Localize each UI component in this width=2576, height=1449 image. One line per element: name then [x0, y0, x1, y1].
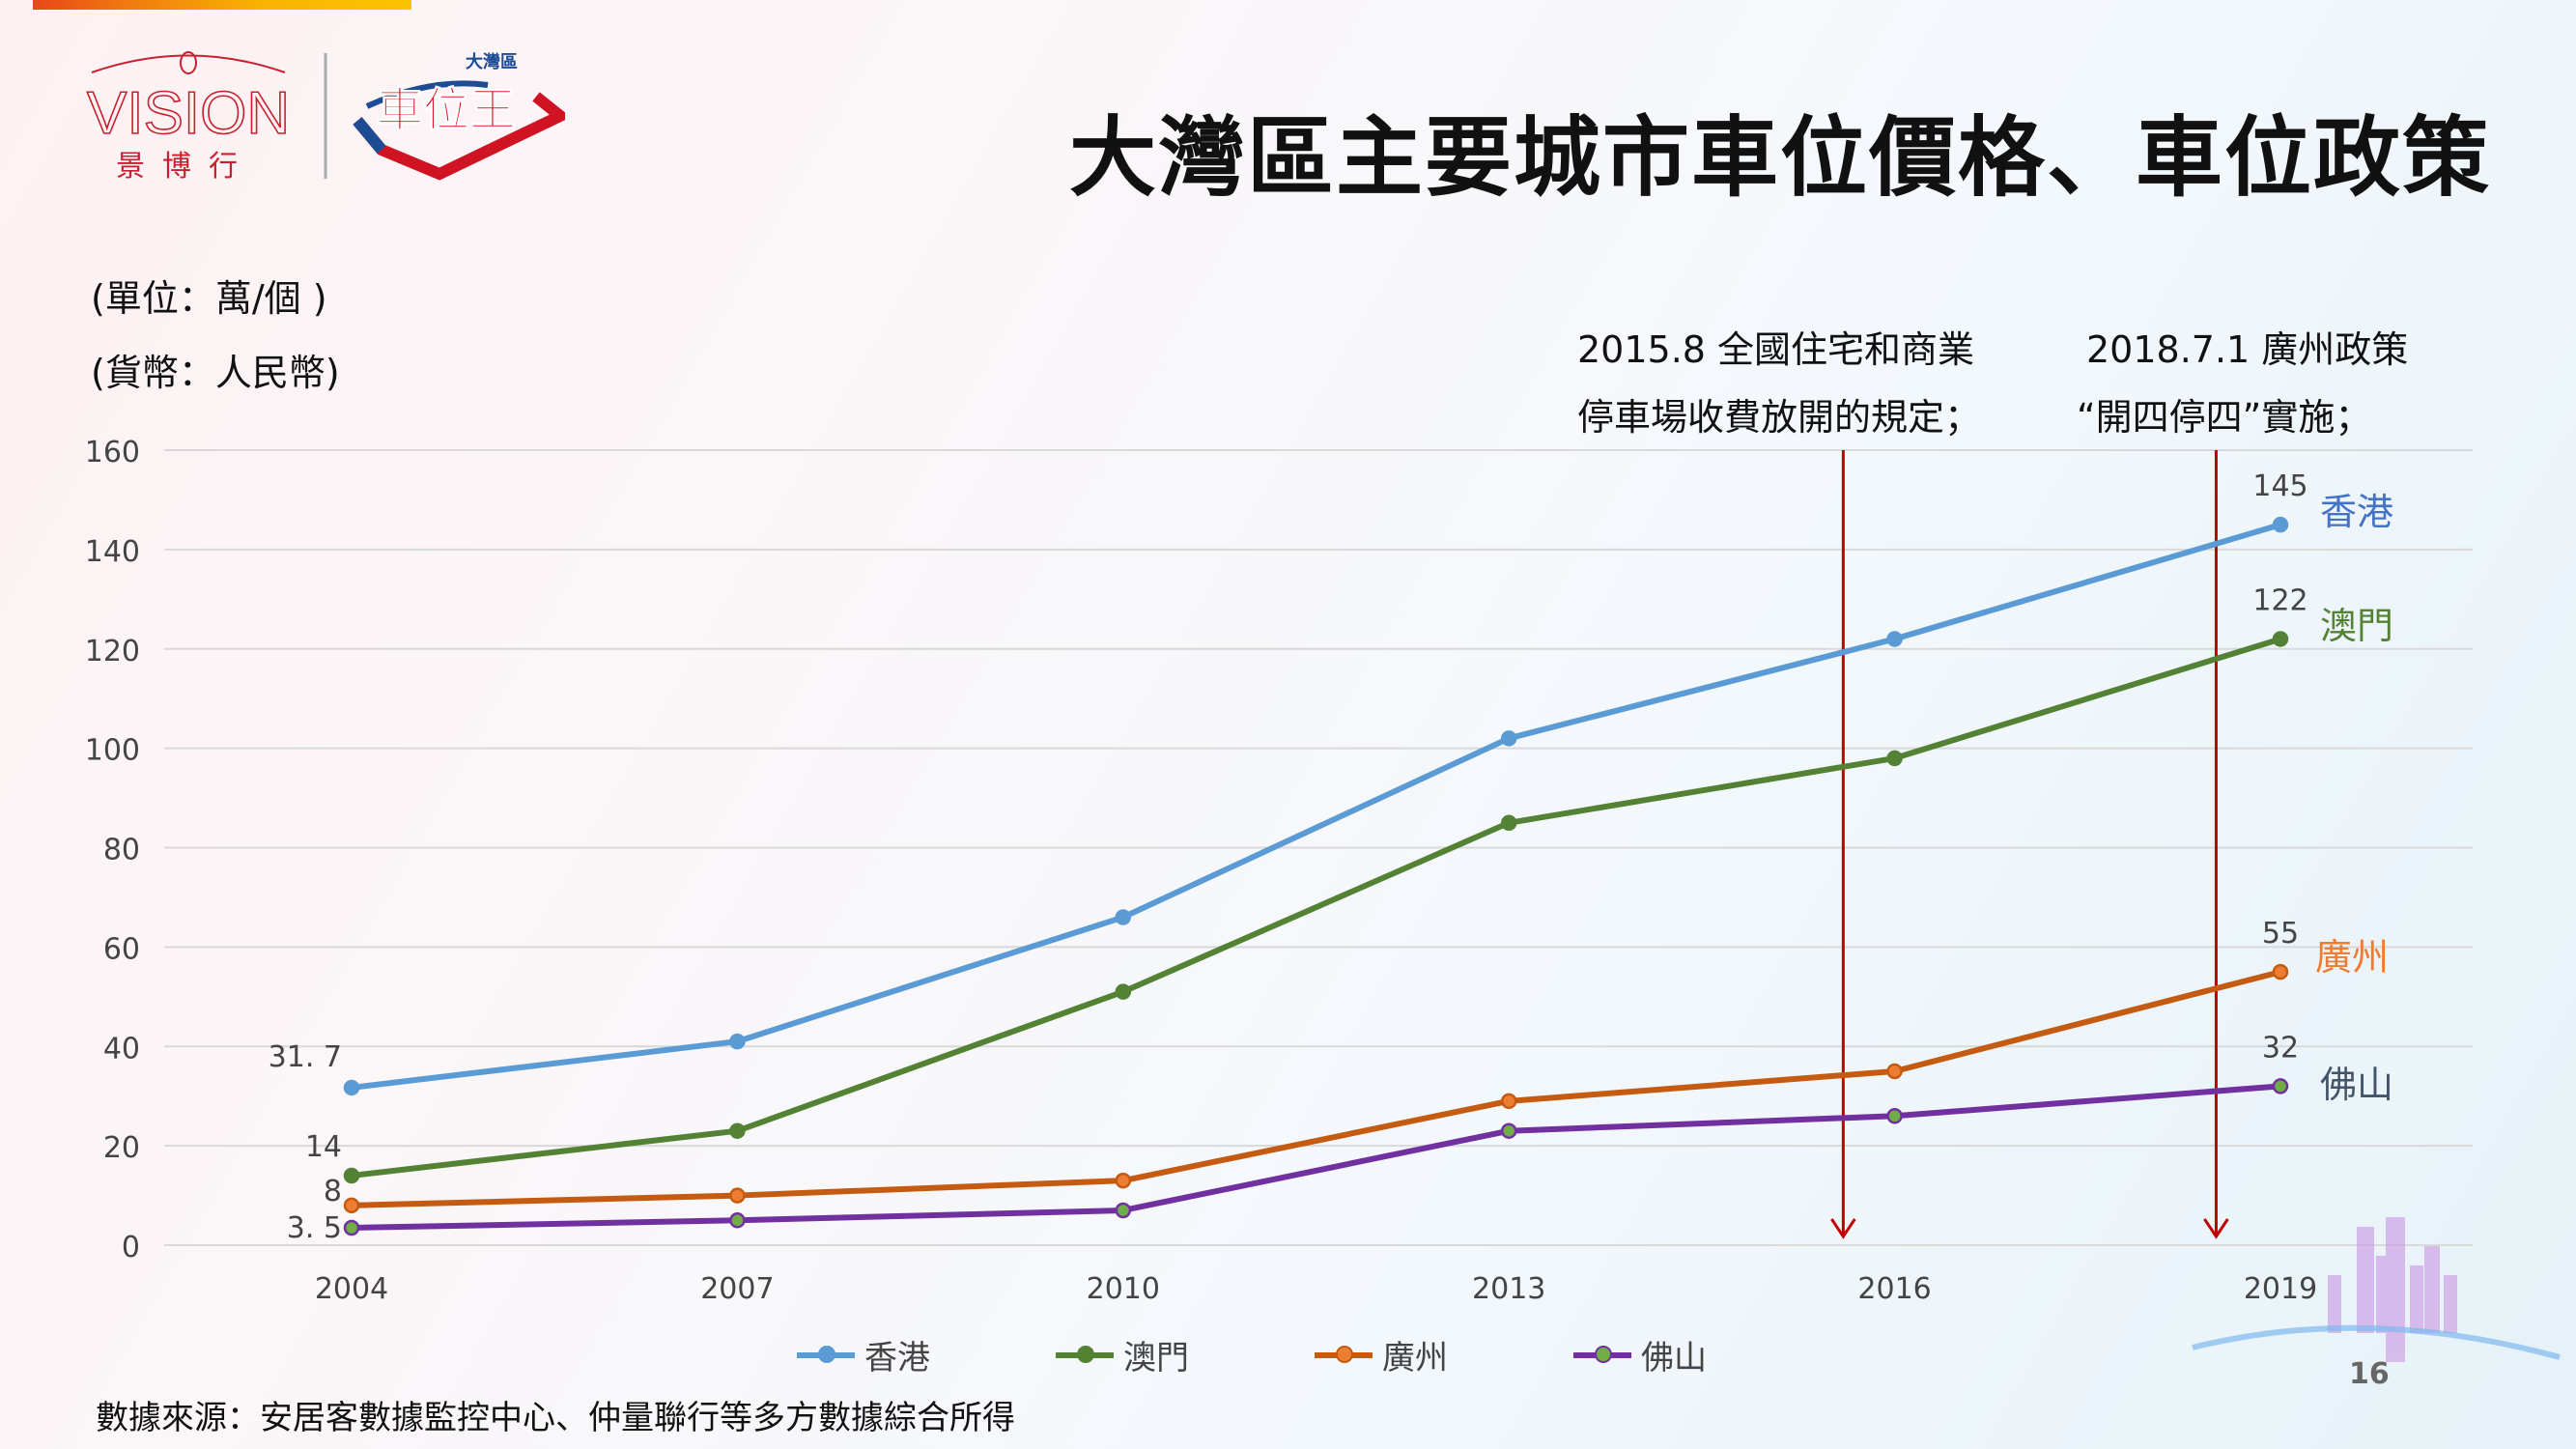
- data-point: [1500, 1122, 1517, 1139]
- data-point: [1886, 1063, 1903, 1080]
- y-tick-label: 20: [103, 1131, 140, 1165]
- legend-label: 廣州: [1382, 1339, 1448, 1378]
- data-point: [343, 1197, 360, 1214]
- y-tick-label: 100: [85, 734, 140, 768]
- x-tick-label: 2004: [315, 1272, 388, 1306]
- series-line-澳門: [351, 636, 2281, 1179]
- building: [2424, 1246, 2440, 1333]
- building: [2357, 1227, 2374, 1333]
- annotation-2018: 2018.7.1 廣州政策 “開四停四”實施；: [2077, 316, 2408, 451]
- data-label: 145: [2252, 469, 2307, 503]
- data-label: 31. 7: [269, 1040, 342, 1074]
- svg-text:大灣區: 大灣區: [466, 51, 518, 72]
- chart-legend: 香港 澳門 廣州 佛山: [797, 1331, 1707, 1378]
- svg-text:車位王: 車位王: [377, 83, 516, 137]
- data-point: [729, 1122, 746, 1139]
- annotation-line: 停車場收費放開的規定；: [1577, 396, 1982, 439]
- x-tick-label: 2007: [700, 1272, 774, 1306]
- series-line-廣州: [351, 969, 2281, 1208]
- legend-item: 廣州: [1315, 1331, 1448, 1378]
- x-tick-label: 2016: [1857, 1272, 1931, 1306]
- legend-item: 佛山: [1573, 1331, 1707, 1378]
- series-line-香港: [351, 522, 2281, 1091]
- annotation-line: 2018.7.1 廣州政策: [2086, 328, 2409, 371]
- data-label: 3. 5: [287, 1211, 342, 1245]
- skyline-arc: [2192, 1324, 2561, 1360]
- annotation-line: 2015.8 全國住宅和商業: [1577, 328, 1975, 371]
- data-label: 14: [305, 1130, 342, 1164]
- data-label: 55: [2262, 917, 2299, 951]
- building: [2386, 1217, 2405, 1362]
- data-label: 32: [2262, 1031, 2299, 1065]
- page-title: 大灣區主要城市車位價格、車位政策: [1069, 107, 2491, 209]
- data-source: 數據來源：安居客數據監控中心、仲量聯行等多方數據綜合所得: [96, 1399, 1015, 1437]
- data-point: [1115, 909, 1132, 925]
- series-end-label: 廣州: [2315, 936, 2389, 979]
- data-point: [1115, 1172, 1132, 1189]
- data-point: [2272, 963, 2289, 980]
- legend-marker-icon: [1056, 1345, 1114, 1363]
- data-point: [2272, 1078, 2289, 1094]
- arrow-head-icon: [1830, 1218, 1856, 1239]
- y-tick-label: 120: [85, 635, 140, 668]
- data-point: [1115, 1202, 1132, 1219]
- building: [2328, 1275, 2341, 1333]
- vision-logo: VISION 景博行: [86, 51, 291, 184]
- arrow-head-icon: [2203, 1218, 2229, 1239]
- series-end-label: 香港: [2320, 491, 2393, 533]
- legend-marker-icon: [797, 1345, 855, 1363]
- legend-label: 澳門: [1123, 1339, 1189, 1378]
- unit-label: (單位：萬/個 ): [91, 277, 327, 320]
- data-point: [343, 1079, 360, 1096]
- building: [2410, 1265, 2423, 1333]
- annotation-2015: 2015.8 全國住宅和商業 停車場收費放開的規定；: [1577, 316, 1981, 451]
- y-tick-label: 0: [122, 1231, 140, 1264]
- data-point: [343, 1219, 360, 1236]
- city-skyline-decoration: [2328, 1217, 2457, 1362]
- data-point: [1115, 983, 1132, 1000]
- chewei-logo: 大灣區 車位王: [353, 51, 565, 181]
- currency-label: (貨幣：人民幣): [91, 352, 340, 394]
- data-point: [2272, 631, 2289, 647]
- legend-label: 佛山: [1641, 1339, 1707, 1378]
- data-point: [1886, 750, 1903, 767]
- top-accent-bar: [33, 0, 411, 10]
- legend-item: 澳門: [1056, 1331, 1189, 1378]
- legend-item: 香港: [797, 1331, 930, 1378]
- x-tick-label: 2010: [1087, 1272, 1160, 1306]
- legend-marker-icon: [1573, 1345, 1631, 1363]
- data-point: [729, 1187, 746, 1204]
- svg-text:景博行: 景博行: [116, 150, 255, 184]
- x-tick-label: 2013: [1472, 1272, 1545, 1306]
- data-point: [2272, 516, 2289, 533]
- data-point: [1500, 1093, 1517, 1110]
- data-point: [343, 1167, 360, 1184]
- svg-text:VISION: VISION: [87, 80, 290, 147]
- data-point: [1500, 814, 1517, 832]
- data-point: [1886, 1108, 1903, 1124]
- series-line-佛山: [351, 1083, 2281, 1231]
- y-tick-label: 80: [103, 834, 140, 867]
- data-label: 122: [2252, 583, 2307, 617]
- data-point: [729, 1033, 746, 1050]
- data-point: [1500, 730, 1517, 747]
- data-point: [729, 1212, 746, 1229]
- y-tick-label: 60: [103, 932, 140, 966]
- x-tick-label: 2019: [2244, 1272, 2317, 1306]
- legend-marker-icon: [1315, 1345, 1373, 1363]
- legend-label: 香港: [864, 1339, 930, 1378]
- building: [2444, 1275, 2457, 1333]
- company-logos: VISION 景博行 大灣區 車位王: [86, 51, 565, 184]
- y-tick-label: 40: [103, 1032, 140, 1065]
- annotation-line: “開四停四”實施；: [2077, 396, 2372, 439]
- y-tick-label: 140: [85, 535, 140, 569]
- series-end-label: 澳門: [2320, 605, 2393, 647]
- data-label: 8: [324, 1175, 342, 1208]
- data-point: [1886, 631, 1903, 647]
- page-number: 16: [2349, 1357, 2390, 1391]
- series-end-label: 佛山: [2320, 1064, 2393, 1106]
- y-tick-label: 160: [85, 436, 140, 469]
